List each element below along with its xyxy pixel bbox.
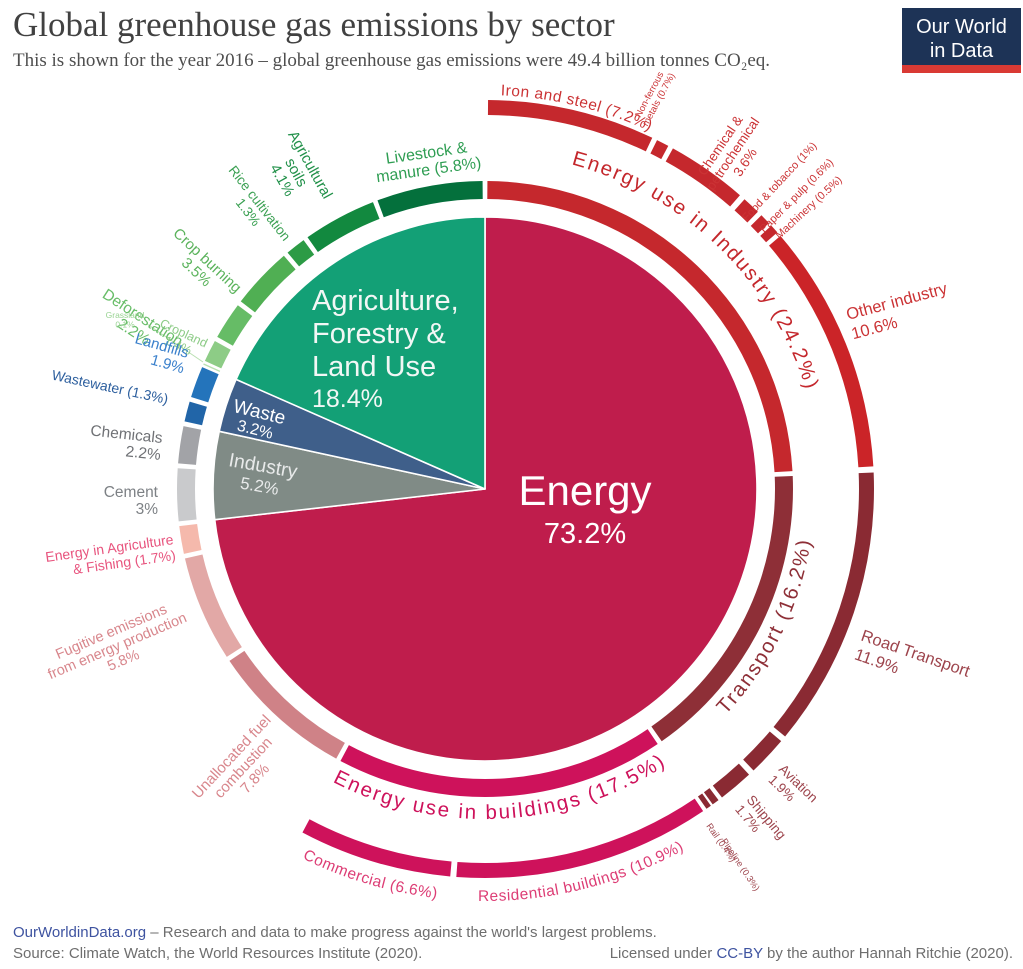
ring-segment-grassland[interactable] [203,363,221,372]
owid-logo-red-bar [902,65,1021,73]
owid-link[interactable]: OurWorldinData.org [13,924,147,941]
ring-segment-wastewater[interactable] [184,401,207,426]
label-agriculture: Agriculture, Forestry & Land Use 18.4% [312,285,459,413]
pie-slice-agriculture-forestry-land-use[interactable] [235,216,486,490]
outer-segment-road-transport[interactable] [773,472,874,737]
label-chemical: Chemical &petrochemical3.6% [691,106,775,201]
label-livestock: Livestock &manure (5.8%) [373,138,483,186]
label-aviation: Aviation1.9% [765,761,820,816]
leader-line [146,323,204,363]
ring-segment-livestock-manure[interactable] [377,181,483,218]
outer-segment-commercial[interactable] [302,819,452,877]
label-road-transport: Road Transport11.9% [852,627,972,700]
outer-segment-rail[interactable] [703,788,719,805]
outer-segment-paper-pulp[interactable] [750,215,769,234]
owid-logo[interactable]: Our World in Data [902,8,1021,73]
ring-segment-deforestation[interactable] [217,305,253,346]
ring-segment-cement[interactable] [176,468,197,522]
license-note: Licensed under CC-BY by the author Hanna… [610,945,1013,962]
outer-segment-pipeline[interactable] [697,793,711,809]
label-grassland: Grassland 0.1% [106,310,145,330]
license-pre: Licensed under [609,945,717,962]
outer-segment-other-industry[interactable] [769,235,874,468]
outer-segment-residential-buildings[interactable] [456,798,704,878]
outer-segment-food-tobacco[interactable] [734,199,758,223]
label-energy-in-agriculture: Energy in Agriculture& Fishing (1.7%) [44,531,177,581]
label-fugitive-emissions: Fugitive emissionsfrom energy production… [40,596,196,698]
outer-segment-non-ferrous-metals[interactable] [650,140,669,160]
outer-segment-iron-and-steel[interactable] [487,100,653,152]
outer-segment-shipping[interactable] [712,763,750,798]
ring-segment-rice-cultivation[interactable] [287,240,315,267]
footer-tagline: – Research and data to make progress aga… [146,924,657,941]
chart-footer: OurWorldinData.org – Research and data t… [13,924,1013,962]
ring-segment-unallocated-fuel-combustion[interactable] [229,650,345,759]
label-chemicals: Chemicals2.2% [88,423,164,464]
ring-segment-energy-use-in-industry[interactable] [487,181,793,473]
label-wastewater-1-3: Wastewater (1.3%) [50,367,169,407]
outer-segment-chemical-petrochemical[interactable] [665,148,740,207]
ring-segment-landfills[interactable] [191,367,219,403]
label-crop-burning: Crop burning3.5% [159,225,245,308]
label-shipping: Shipping1.7% [732,792,789,852]
owid-logo-line1: Our World [916,16,1007,38]
cc-by-link[interactable]: CC-BY [716,945,763,962]
ring-segment-transport[interactable] [651,475,793,742]
ring-segment-energy-use-in-buildings[interactable] [340,729,658,797]
source-note: Source: Climate Watch, the World Resourc… [13,945,423,962]
label-other-industry: Other industry10.6% [844,279,955,343]
label-cement: Cement 3% [104,484,159,518]
ring-segment-crop-burning[interactable] [240,255,296,313]
ring-segment-energy-in-agriculture-fishing[interactable] [179,523,202,554]
ring-segment-cropland[interactable] [204,341,231,369]
label-unallocated-fuel: Unallocated fuelcombustion7.8% [189,712,298,824]
ring-segment-chemicals[interactable] [178,426,202,465]
label-energy: Energy 73.2% [518,467,651,550]
owid-logo-line2: in Data [929,40,994,63]
license-post: by the author Hannah Ritchie (2020). [762,945,1013,962]
chart-header: Global greenhouse gas emissions by secto… [13,5,893,72]
label-pipeline-0-3: Pipeline (0.3%) [719,837,761,893]
pie-slice-energy[interactable] [213,216,758,762]
chart-subtitle: This is shown for the year 2016 – global… [13,49,771,71]
page-title: Global greenhouse gas emissions by secto… [13,5,615,44]
outer-segment-machinery[interactable] [760,225,778,243]
ring-segment-agricultural-soils[interactable] [307,202,380,252]
ring-segment-fugitive-emissions-from-energy-production[interactable] [184,554,242,657]
outer-segment-aviation[interactable] [743,731,782,771]
